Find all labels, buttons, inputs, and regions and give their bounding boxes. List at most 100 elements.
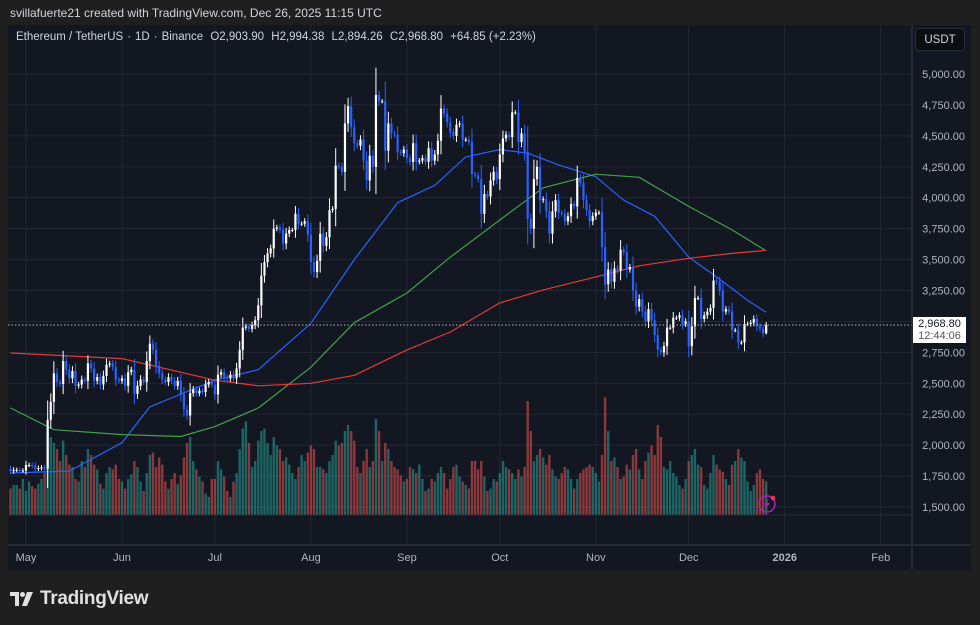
candle-body [644, 311, 647, 322]
price-tick-label: 3,500.00 [922, 255, 965, 267]
candle-body [34, 465, 37, 469]
candle-body [136, 385, 139, 394]
candle-body [743, 323, 746, 343]
volume-bar [480, 461, 483, 515]
volume-bar [560, 473, 563, 515]
volume-bar [532, 461, 536, 515]
volume-bar [170, 479, 173, 515]
volume-bar [157, 457, 161, 515]
candle-body [755, 318, 758, 327]
candle-body [619, 249, 622, 271]
volume-bar [687, 461, 690, 515]
price-chart[interactable]: 5,000.00 4,750.00 4,500.00 4,250.00 4,000.00… [8, 25, 971, 570]
volume-bar [250, 467, 254, 515]
candle-body [229, 374, 232, 379]
candle-body [359, 139, 362, 146]
candle-body [12, 469, 15, 472]
candle-body [718, 281, 721, 291]
candle-body [737, 330, 740, 343]
volume-bar [650, 445, 653, 515]
candle-body [752, 318, 755, 323]
volume-bar [309, 445, 313, 515]
volume-bar [724, 479, 728, 515]
candle-body [573, 203, 576, 207]
candle-body [628, 267, 631, 270]
candle-body [223, 372, 226, 378]
candle-body [588, 210, 591, 222]
candle-body [164, 379, 167, 383]
volume-bar [511, 473, 514, 515]
candle-body [464, 139, 467, 141]
candle-body [173, 380, 176, 386]
volume-bar [566, 469, 570, 515]
alert-button[interactable] [758, 495, 776, 513]
candle-body [557, 200, 560, 213]
candle-body [470, 142, 474, 175]
candle-body [641, 299, 644, 312]
volume-bar [281, 461, 285, 515]
candle-body [89, 363, 93, 369]
volume-bar [278, 449, 282, 515]
volume-bar [452, 467, 455, 515]
candle-body [520, 133, 523, 143]
candle-body [105, 364, 108, 376]
volume-bar [752, 485, 755, 515]
candle-body [328, 210, 331, 238]
volume-bar [349, 431, 353, 515]
candle-body [424, 158, 427, 162]
candle-body [610, 269, 613, 282]
volume-bar [675, 476, 678, 515]
volume-bar [461, 481, 464, 515]
candle-body [99, 377, 102, 385]
moving-average-line [10, 249, 767, 387]
candle-body [638, 299, 641, 307]
candle-body [158, 365, 161, 374]
volume-bar [325, 473, 328, 515]
candle-body [501, 138, 505, 155]
candle-body [653, 320, 656, 336]
candle-body [312, 262, 316, 272]
volume-bar [545, 464, 548, 515]
volume-bar [300, 455, 303, 515]
chart-panel[interactable] [8, 25, 971, 570]
candle-body [371, 155, 374, 167]
candle-body [362, 139, 365, 161]
candle-body [62, 361, 65, 384]
volume-bar [312, 449, 316, 515]
volume-bar [538, 449, 542, 515]
time-tick-label: Aug [301, 552, 321, 564]
volume-bar [142, 491, 145, 515]
candle-body [393, 133, 396, 135]
symbol-name[interactable]: Ethereum / TetherUS [16, 31, 124, 43]
volume-bar [207, 497, 210, 515]
volume-bar [77, 481, 80, 515]
volume-bar [244, 421, 248, 515]
candle-body [247, 326, 251, 329]
candle-body [133, 369, 136, 394]
candle-body [458, 123, 461, 125]
volume-bar [130, 474, 133, 515]
volume-bar [408, 467, 412, 515]
volume-bar [188, 437, 192, 515]
price-tick-label: 2,500.00 [922, 378, 965, 390]
tradingview-logo[interactable]: TradingView [10, 588, 149, 610]
candle-body [142, 379, 145, 383]
price-tick-label: 1,750.00 [922, 471, 965, 483]
interval[interactable]: 1D [135, 31, 150, 43]
candle-body [758, 326, 762, 329]
volume-bar [315, 467, 319, 515]
candle-body [517, 112, 520, 143]
volume-bar [371, 461, 375, 515]
price-tick-label: 3,250.00 [922, 286, 965, 298]
candle-body [102, 375, 105, 385]
volume-bar [411, 469, 415, 515]
grid [8, 25, 912, 545]
candle-body [597, 212, 601, 214]
candle-body [442, 108, 446, 114]
volume-bar [291, 473, 294, 515]
currency-button[interactable]: USDT [915, 28, 965, 51]
candle-body [421, 158, 424, 161]
volume-bars [9, 397, 768, 515]
volume-bar [74, 479, 77, 515]
candle-body [455, 124, 458, 136]
